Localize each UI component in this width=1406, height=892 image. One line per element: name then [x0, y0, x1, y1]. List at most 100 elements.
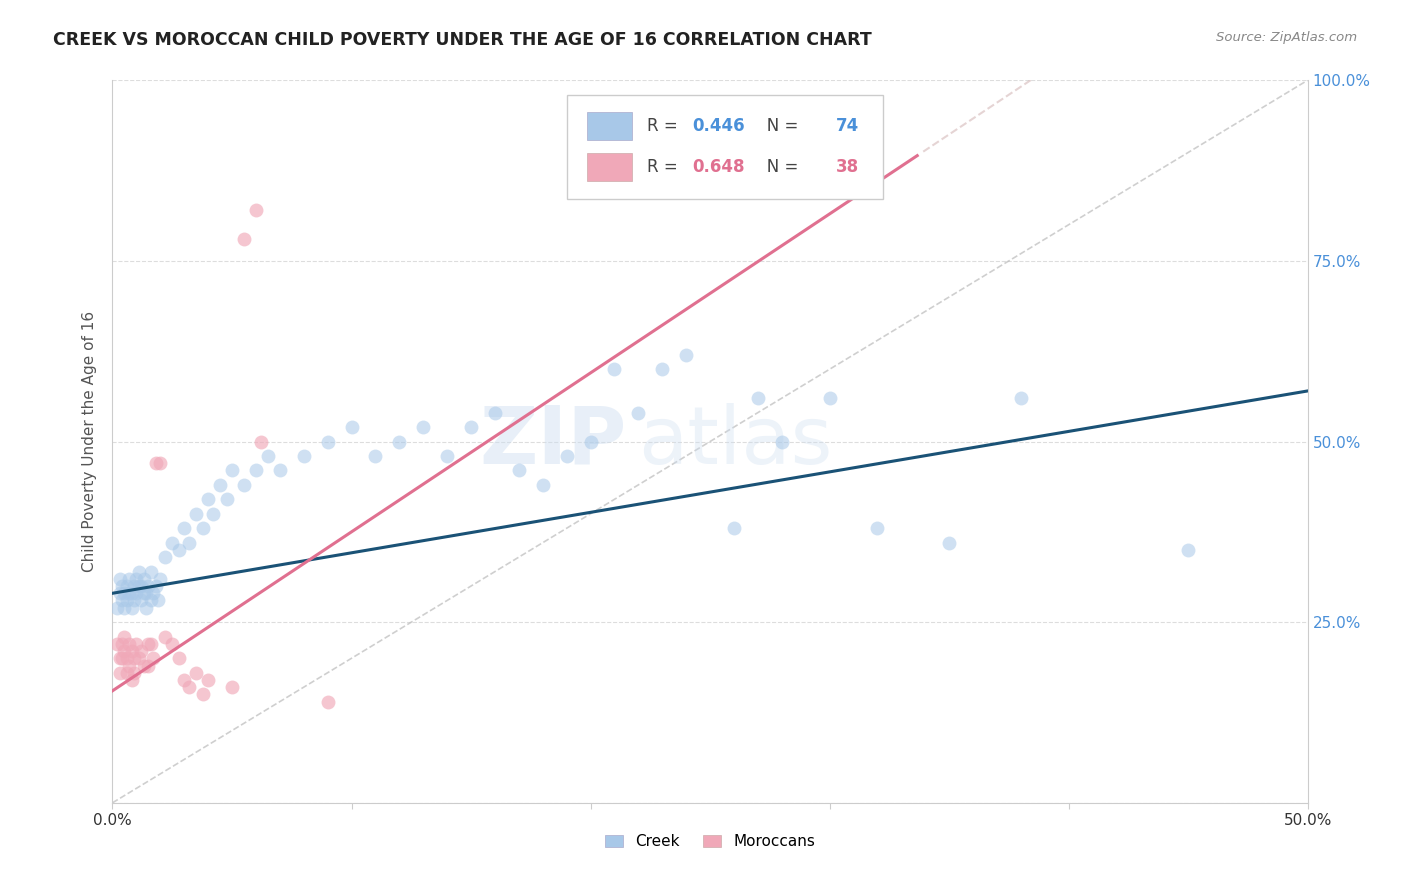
Point — [145, 579, 167, 593]
Point — [186, 507, 208, 521]
Text: N =: N = — [751, 158, 803, 176]
Text: ZIP: ZIP — [479, 402, 627, 481]
Point — [142, 651, 165, 665]
Point — [177, 680, 200, 694]
Point — [129, 593, 152, 607]
Point — [292, 449, 315, 463]
Point — [145, 456, 167, 470]
Point — [114, 600, 135, 615]
Point — [128, 565, 150, 579]
Point — [484, 406, 506, 420]
Point — [118, 637, 141, 651]
Point — [125, 572, 148, 586]
Point — [173, 521, 195, 535]
Text: 0.446: 0.446 — [692, 117, 745, 135]
Point — [412, 420, 434, 434]
Point — [436, 449, 458, 463]
Point — [531, 478, 554, 492]
Point — [233, 232, 256, 246]
Point — [340, 420, 363, 434]
Point — [1010, 391, 1032, 405]
Point — [121, 600, 143, 615]
Point — [169, 651, 191, 665]
Point — [460, 420, 482, 434]
Point — [142, 586, 165, 600]
Point — [193, 687, 215, 701]
Point — [245, 463, 267, 477]
Point — [173, 673, 195, 687]
Point — [115, 579, 138, 593]
Point — [125, 586, 148, 600]
Point — [269, 463, 291, 477]
Point — [146, 593, 169, 607]
Legend: Creek, Moroccans: Creek, Moroccans — [605, 834, 815, 849]
Point — [153, 550, 176, 565]
Point — [149, 572, 172, 586]
FancyBboxPatch shape — [586, 112, 633, 139]
Point — [603, 362, 626, 376]
Text: N =: N = — [751, 117, 803, 135]
Point — [132, 572, 155, 586]
Point — [186, 665, 208, 680]
Point — [316, 695, 339, 709]
Point — [129, 579, 152, 593]
FancyBboxPatch shape — [567, 95, 883, 200]
Point — [866, 521, 889, 535]
Point — [115, 665, 138, 680]
Text: atlas: atlas — [638, 402, 832, 481]
Point — [105, 637, 128, 651]
Point — [162, 637, 183, 651]
Point — [122, 651, 145, 665]
Point — [111, 593, 134, 607]
Point — [132, 658, 155, 673]
Text: 74: 74 — [835, 117, 859, 135]
Point — [169, 542, 191, 557]
Point — [723, 521, 745, 535]
Point — [108, 665, 131, 680]
Point — [139, 565, 162, 579]
Point — [316, 434, 339, 449]
Text: CREEK VS MOROCCAN CHILD POVERTY UNDER THE AGE OF 16 CORRELATION CHART: CREEK VS MOROCCAN CHILD POVERTY UNDER TH… — [53, 31, 872, 49]
Point — [121, 673, 143, 687]
Point — [818, 391, 841, 405]
Point — [115, 651, 138, 665]
Point — [149, 456, 172, 470]
Point — [105, 600, 128, 615]
Point — [364, 449, 387, 463]
Y-axis label: Child Poverty Under the Age of 16: Child Poverty Under the Age of 16 — [82, 311, 97, 572]
Point — [114, 630, 135, 644]
Point — [135, 600, 157, 615]
Point — [121, 586, 143, 600]
Point — [675, 348, 697, 362]
Point — [197, 673, 219, 687]
Point — [108, 572, 131, 586]
Point — [579, 434, 602, 449]
Point — [121, 644, 143, 658]
Point — [111, 651, 134, 665]
Point — [132, 586, 155, 600]
Point — [115, 593, 138, 607]
Point — [138, 579, 160, 593]
Point — [201, 507, 224, 521]
Point — [135, 586, 157, 600]
Point — [842, 160, 865, 174]
Point — [747, 391, 769, 405]
Point — [111, 579, 134, 593]
Point — [139, 637, 162, 651]
Point — [128, 579, 150, 593]
Point — [138, 637, 160, 651]
Point — [138, 658, 160, 673]
Point — [770, 434, 793, 449]
Point — [118, 586, 141, 600]
Point — [938, 535, 960, 549]
Point — [114, 644, 135, 658]
Text: Source: ZipAtlas.com: Source: ZipAtlas.com — [1216, 31, 1357, 45]
Point — [108, 651, 131, 665]
Text: 38: 38 — [835, 158, 859, 176]
Point — [177, 535, 200, 549]
FancyBboxPatch shape — [586, 153, 633, 181]
Point — [627, 406, 650, 420]
Point — [233, 478, 256, 492]
Point — [221, 680, 243, 694]
Point — [1177, 542, 1199, 557]
